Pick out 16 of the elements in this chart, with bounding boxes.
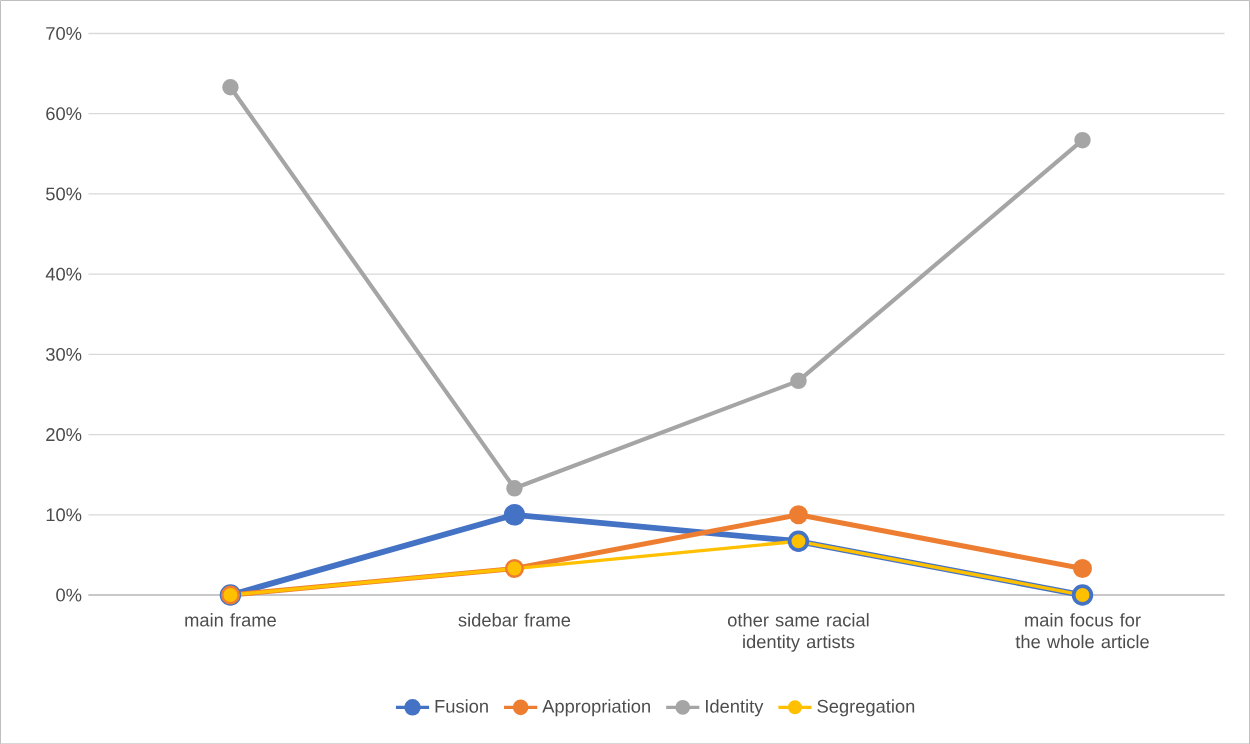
legend-label: Fusion xyxy=(435,699,488,713)
x-tick-label: main focus for the whole article xyxy=(1015,612,1149,649)
y-tick-label: 70% xyxy=(46,26,82,40)
y-tick-label: 40% xyxy=(45,267,82,281)
legend-label: Identity xyxy=(706,699,764,717)
y-tick-label: 0% xyxy=(56,588,82,602)
x-tick-label: sidebar frame xyxy=(458,612,571,627)
y-tick-label: 10% xyxy=(46,508,82,522)
x-tick-label: main frame xyxy=(185,612,276,627)
y-tick-label: 20% xyxy=(46,427,82,441)
y-tick-label: 50% xyxy=(46,187,82,201)
legend-label: Appropriation xyxy=(542,699,650,717)
y-tick-label: 60% xyxy=(46,107,82,120)
y-tick-label: 30% xyxy=(46,347,82,361)
legend-label: Segregation xyxy=(817,699,915,717)
x-tick-label: other same racial identity artists xyxy=(727,612,869,652)
